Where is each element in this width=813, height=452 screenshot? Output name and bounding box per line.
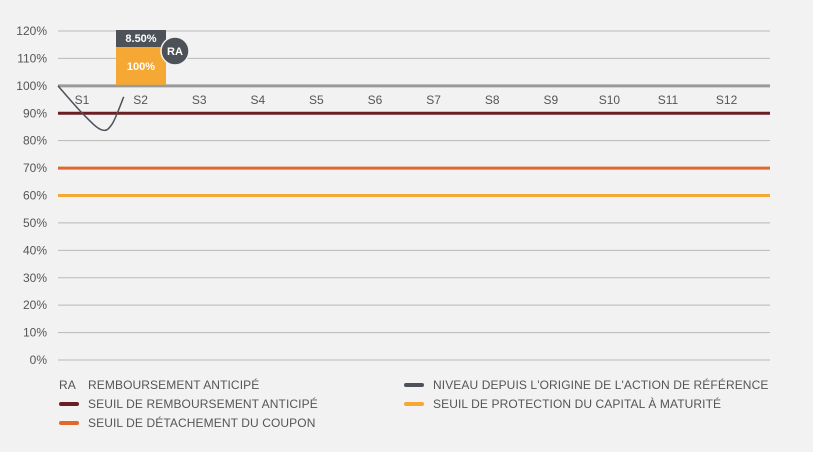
early-redemption-marker: 8.50% 100% RA [116,30,190,85]
y-tick-label: 10% [23,326,47,340]
y-tick-label: 30% [23,271,47,285]
x-tick-label: S6 [368,93,383,107]
x-tick-label: S1 [75,93,90,107]
x-tick-label: S11 [658,93,679,107]
x-tick-label: S9 [543,93,558,107]
y-tick-label: 120% [16,24,47,38]
x-tick-label: S2 [133,93,148,107]
y-tick-label: 80% [23,134,47,148]
y-tick-label: 40% [23,243,47,257]
x-tick-label: S5 [309,93,324,107]
y-tick-label: 60% [23,189,47,203]
y-tick-label: 90% [23,106,47,120]
ra-badge [160,36,190,66]
capital-label: 100% [127,61,155,73]
x-axis-ticks: S1 S2 S3 S4 S5 S6 S7 S8 S9 S10 S11 S12 [75,93,738,107]
x-tick-label: S12 [716,93,738,107]
series-lines [57,85,125,132]
coupon-box [116,30,166,47]
coupon-label: 8.50% [125,33,156,45]
y-axis-ticks: 0% 10% 20% 30% 40% 50% 60% 70% 80% 90% 100% 110% 120… [16,24,47,367]
y-tick-label: 20% [23,298,47,312]
y-tick-label: 50% [23,216,47,230]
x-tick-label: S10 [599,93,621,107]
ra-badge-label: RA [167,46,183,58]
x-tick-label: S4 [250,93,265,107]
y-tick-label: 110% [17,51,47,65]
series-line-level [57,85,125,132]
x-tick-label: S7 [426,93,441,107]
x-tick-label: S8 [485,93,500,107]
threshold-lines [58,84,770,197]
y-tick-label: 70% [23,161,47,175]
x-tick-label: S3 [192,93,207,107]
capital-box [116,47,166,85]
y-tick-label: 0% [30,353,48,367]
y-tick-label: 100% [16,79,47,93]
